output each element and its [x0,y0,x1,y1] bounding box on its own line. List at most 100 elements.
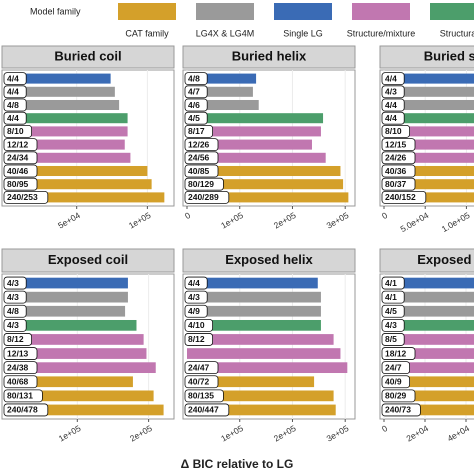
bar-label-box [184,111,208,125]
bar [384,86,474,97]
bar [6,126,128,137]
legend-swatch [430,3,474,20]
bar [384,165,474,177]
bar-label: 8/10 [3,125,33,138]
x-tick-label: 1e+05 [127,210,153,231]
bar-label-text: 24/26 [385,153,407,163]
bar-label-text: 4/8 [7,306,19,316]
bar-label-text: 12/15 [385,139,407,149]
bar-label-box [184,138,219,152]
bar-label-box [3,98,27,112]
bar [384,126,474,137]
bar [384,376,474,388]
bar-label-text: 80/37 [385,179,407,189]
bar-label: 4/4 [381,72,405,85]
bar-label-text: 4/10 [188,320,205,330]
panel-title: Exposed strand [417,252,474,267]
bar-label-box [381,318,405,332]
bar-label-box [184,125,214,138]
bar-label-box [3,403,49,417]
bar-label-text: 12/26 [188,139,210,149]
strip [379,248,474,273]
bar-label-text: 4/3 [385,320,397,330]
bar [187,334,334,345]
bar [6,319,137,331]
bar [384,390,474,402]
panel-title: Buried coil [54,48,121,63]
bar-label: 4/9 [184,304,208,318]
bar [187,291,321,303]
bar [384,73,474,84]
bar-label-text: 80/129 [188,179,214,189]
panel-title: Exposed helix [225,252,313,267]
bar-label-text: 18/12 [385,348,407,358]
bar [187,404,336,416]
bar-label-box [3,190,49,204]
panel-title: Exposed coil [48,252,128,267]
bar [6,390,154,402]
bar-label-box [184,164,219,178]
bar-label-box [184,72,208,85]
bar-label-text: 4/4 [385,73,397,83]
bar [384,305,474,317]
bar-label-box [381,304,405,318]
bar-label-text: 24/47 [188,362,210,372]
bar-label: 8/5 [381,333,405,346]
bar-label-text: 4/4 [385,100,397,110]
legend-label: Structure/mixture [347,28,416,38]
bar-label: 4/4 [3,72,27,85]
panel-title: Buried helix [232,48,307,63]
bar-label-text: 24/34 [7,153,29,163]
bar [187,152,326,163]
bar [6,73,111,84]
bar-label: 240/289 [184,190,230,204]
bar [6,305,126,317]
bar-label-box [381,177,416,191]
bar [384,404,474,416]
bar-label-text: 80/131 [7,391,33,401]
bar [187,99,259,111]
bar-label-text: 8/12 [7,334,24,344]
bar-label-box [381,276,405,290]
bar [187,305,321,317]
bar-label-box [184,318,214,332]
bar-label: 12/12 [3,138,38,152]
bar-label: 40/46 [3,164,38,178]
bar-label-box [184,290,208,304]
x-tick-label: 1e+05 [219,423,245,444]
bar-label: 4/1 [381,276,405,290]
bar-label-text: 240/152 [385,192,416,202]
x-tick-label: 1e+05 [219,210,245,231]
bar-label: 24/34 [3,151,38,165]
bar-label-box [3,111,27,125]
bar-label-box [381,111,405,125]
x-tick-label: 2e+05 [272,423,298,444]
bar [187,179,344,190]
bar-label: 4/4 [3,111,27,125]
bar-label: 8/17 [184,125,214,138]
bar-label-text: 40/9 [385,377,402,387]
bar-label: 240/478 [3,403,49,417]
bar [384,334,474,345]
bar-label: 4/1 [381,290,405,304]
bar-label-text: 4/5 [188,113,200,123]
bar-label-text: 4/4 [7,73,19,83]
legend-label: LG4X & LG4M [196,28,255,38]
bar-label: 80/29 [381,389,416,403]
bar [6,139,125,150]
bar [6,404,164,416]
bar [6,362,156,374]
legend-swatch [352,3,410,20]
bar-label-box [381,138,416,152]
bar-label-box [184,361,219,375]
bar-label-text: 4/6 [188,100,200,110]
bar [187,277,318,289]
bar-label: 4/8 [184,72,208,85]
bar [384,192,474,203]
bar-label: 240/447 [184,403,230,417]
bar-label-box [184,151,219,165]
bar-label-text: 80/29 [385,391,407,401]
bar-label-text: 4/7 [188,87,200,97]
bar-label-box [381,85,405,99]
